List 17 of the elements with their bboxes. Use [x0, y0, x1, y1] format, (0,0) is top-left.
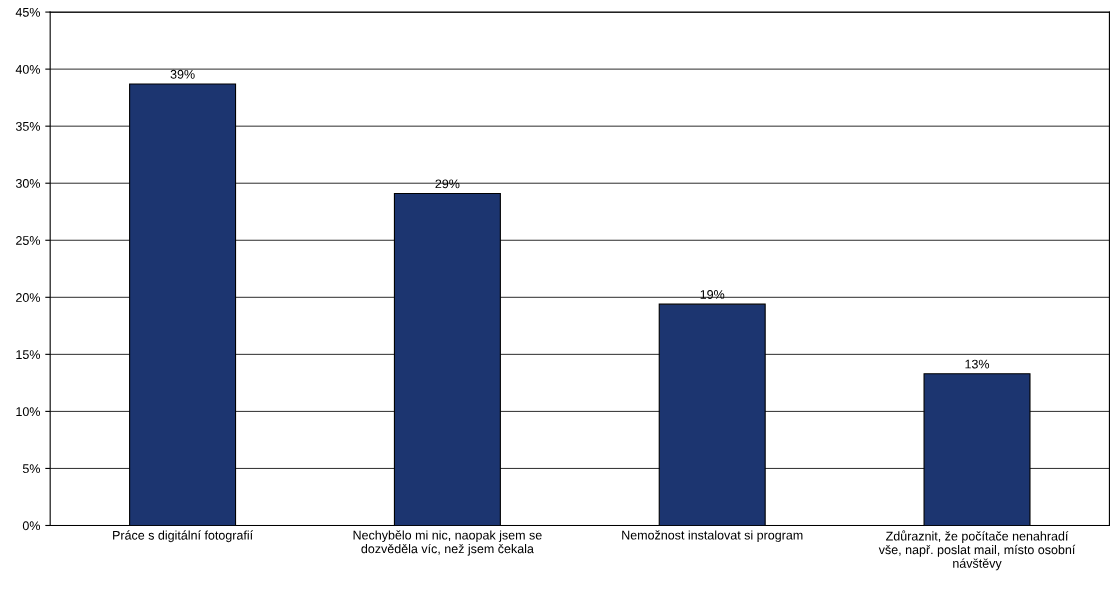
y-tick-label: 15%	[16, 350, 41, 359]
data-label: 13%	[965, 359, 990, 369]
x-tick-label: Nemožnost instalovat si program	[622, 530, 803, 543]
data-label: 39%	[170, 69, 195, 79]
y-tick-label: 5%	[22, 464, 41, 474]
y-tick-label: 20%	[16, 293, 41, 302]
y-tick-label: 10%	[16, 407, 41, 417]
y-tick-label: 30%	[15, 179, 41, 188]
y-tick-label: 45%	[15, 7, 41, 17]
data-label: 19%	[700, 290, 725, 299]
x-tick-label: Práce s digitální fotografií	[113, 530, 254, 543]
y-tick-label: 35%	[15, 121, 41, 131]
y-tick-label: 40%	[15, 64, 41, 74]
x-tick-label: Zdůraznit, že počítače nenahradí vše, např. poslat mail, místo osobní návštěvy	[878, 530, 1076, 571]
x-tick-label: Nechybělo mi nic, naopak jsem se dozvěděla víc, než jsem čekala	[353, 530, 542, 556]
y-tick-label: 25%	[16, 236, 41, 245]
y-tick-label: 0%	[22, 521, 41, 531]
